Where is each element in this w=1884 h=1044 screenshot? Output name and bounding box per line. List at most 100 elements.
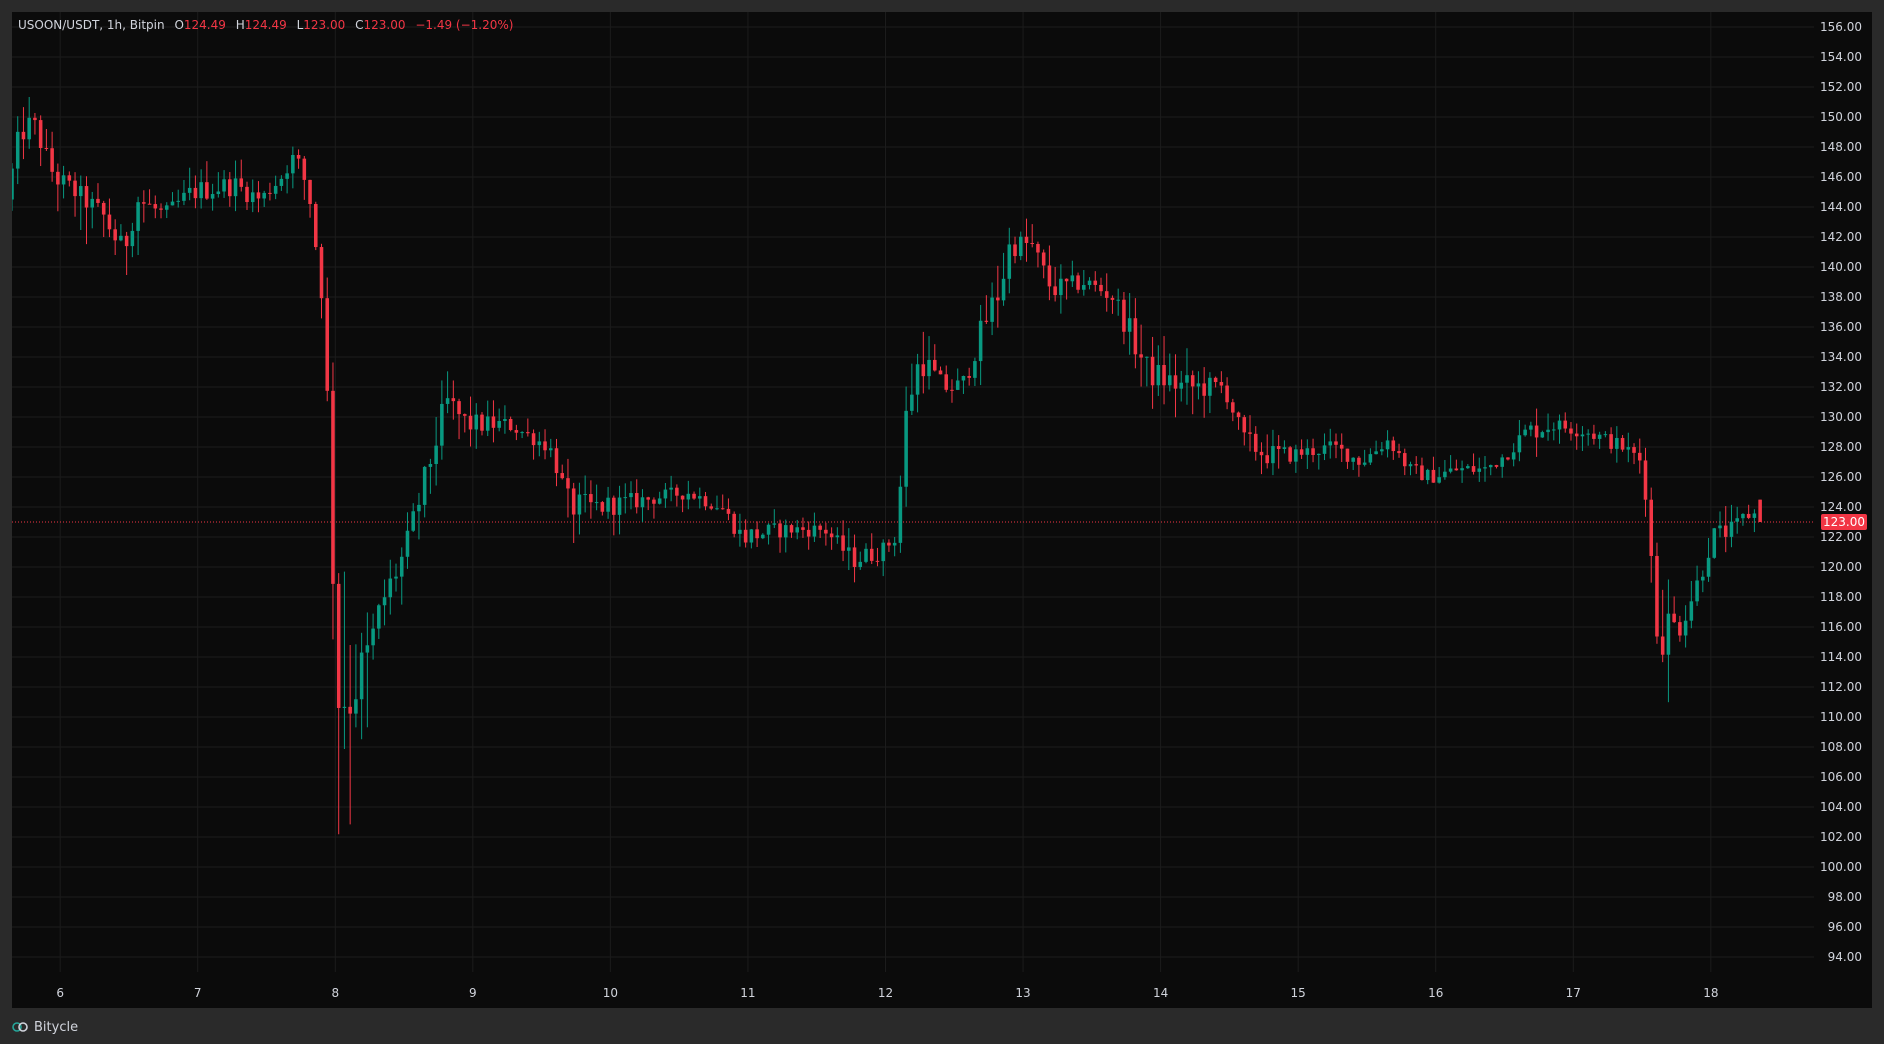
candle-body (124, 235, 129, 247)
candle-body (675, 487, 679, 496)
ohlc-legend: USOON/USDT, 1h, Bitpin O124.49 H124.49 L… (18, 18, 513, 32)
candle-body (824, 529, 828, 534)
candle-body (1013, 244, 1017, 257)
candle (1162, 336, 1166, 405)
candle (801, 517, 805, 538)
candle (113, 219, 117, 255)
candle (1448, 455, 1453, 474)
candle-body (1047, 265, 1052, 287)
candle-body (1299, 449, 1304, 455)
y-tick-label: 108.00 (1820, 740, 1862, 754)
candle (1655, 542, 1659, 644)
candle (457, 398, 461, 440)
candle-body (256, 192, 261, 199)
candle (1087, 277, 1092, 290)
candle-body (1173, 375, 1178, 389)
candle-body (1637, 452, 1642, 461)
candle (1483, 456, 1487, 482)
candle-body (250, 192, 255, 203)
candle-body (1683, 620, 1688, 636)
candle-body (12, 168, 14, 200)
candle-body (1477, 468, 1482, 472)
candle (646, 496, 650, 511)
candle-body (1001, 278, 1006, 301)
candle (1225, 377, 1229, 410)
symbol-label[interactable]: USOON/USDT, 1h, Bitpin (18, 18, 165, 32)
candle (147, 189, 152, 205)
candle-body (1357, 457, 1361, 465)
candle (1672, 596, 1676, 624)
candle-body (348, 706, 352, 714)
candle-body (726, 508, 731, 514)
x-axis[interactable]: 6 7 8 9 10 11 12 13 14 15 16 17 18 (56, 986, 1718, 1000)
candle-body (182, 192, 186, 201)
candles-layer (12, 96, 1762, 835)
candle-body (508, 419, 513, 431)
candle-body (967, 376, 971, 378)
candle-body (1024, 236, 1029, 243)
candle (342, 571, 347, 750)
candle-body (67, 175, 72, 181)
candle-body (566, 478, 570, 489)
y-axis[interactable]: 156.00 154.00 152.00 150.00 148.00 146.00 144.… (1820, 20, 1862, 964)
y-tick-label: 140.00 (1820, 260, 1862, 274)
candle (1167, 353, 1172, 392)
candle (1494, 464, 1499, 469)
candle (583, 475, 587, 513)
y-tick-label: 104.00 (1820, 800, 1862, 814)
bitycle-logo-icon[interactable] (12, 1021, 28, 1033)
candle-body (755, 529, 759, 539)
candle (1294, 444, 1298, 473)
candle (990, 282, 994, 336)
candle (898, 475, 903, 553)
candle (1574, 423, 1579, 450)
candle-body (1425, 469, 1430, 481)
candle-body (1305, 448, 1310, 455)
candle-body (325, 298, 330, 391)
candle (927, 336, 931, 390)
y-tick-label: 98.00 (1828, 890, 1862, 904)
candle (371, 613, 375, 660)
x-tick-label: 13 (1015, 986, 1030, 1000)
footer-bar: Bitycle (12, 1016, 78, 1038)
candle (1678, 615, 1682, 642)
candle-body (1483, 467, 1487, 469)
last-price-tag-bg (1821, 514, 1867, 530)
candle-body (1752, 513, 1757, 518)
candle-body (1219, 382, 1224, 386)
candle-body (147, 203, 152, 205)
candle-body (617, 497, 622, 515)
candle (1746, 504, 1751, 520)
candle (1477, 457, 1482, 482)
y-tick-label: 132.00 (1820, 380, 1862, 394)
candle (738, 513, 742, 547)
candle (451, 380, 456, 420)
candle (262, 190, 266, 208)
candle (67, 171, 72, 187)
candle (818, 523, 822, 538)
candle-body (1592, 433, 1596, 439)
candle-body (938, 370, 943, 375)
y-tick-label: 120.00 (1820, 560, 1862, 574)
y-tick-label: 154.00 (1820, 50, 1862, 64)
candle (1695, 565, 1699, 606)
candle-body (1540, 432, 1545, 438)
candle (463, 413, 467, 433)
candle-body (1723, 525, 1728, 537)
candle (881, 539, 885, 577)
candle-body (331, 390, 335, 584)
brand-label[interactable]: Bitycle (34, 1019, 79, 1035)
candle (354, 644, 358, 728)
candlestick-chart[interactable]: 156.00 154.00 152.00 150.00 148.00 146.00 144.… (12, 12, 1872, 1008)
y-tick-label: 146.00 (1820, 170, 1862, 184)
candle (1173, 354, 1178, 418)
candle (1540, 430, 1545, 438)
change-value: −1.49 (−1.20%) (415, 18, 514, 32)
candle-body (1242, 417, 1247, 433)
candle (279, 175, 284, 191)
candle (1122, 292, 1126, 345)
candle-body (313, 204, 318, 248)
candle (1357, 456, 1361, 477)
candle (1282, 440, 1287, 454)
chart-panel[interactable]: 156.00 154.00 152.00 150.00 148.00 146.00 144.… (12, 12, 1872, 1008)
